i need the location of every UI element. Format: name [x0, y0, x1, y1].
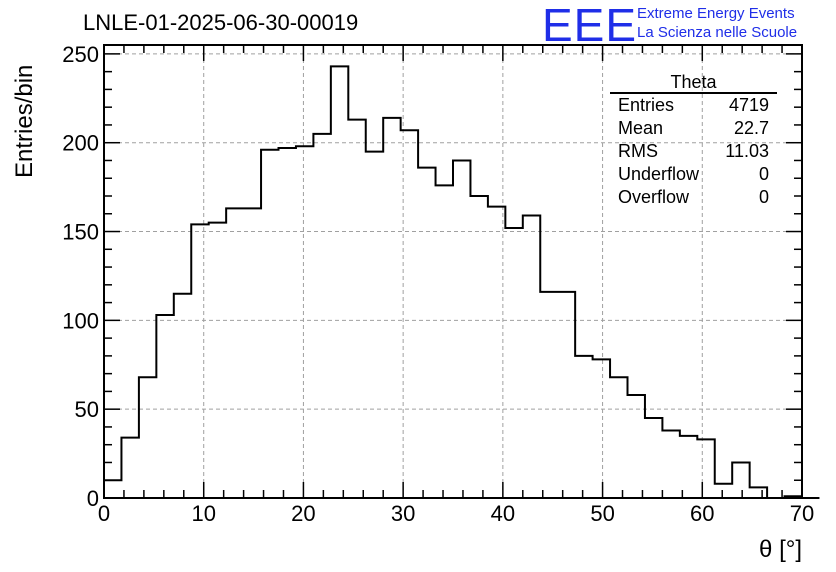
plot-frame	[103, 44, 803, 499]
stats-value: 0	[758, 164, 769, 184]
x-tick-label: 30	[391, 501, 415, 526]
stats-label: Overflow	[618, 187, 690, 207]
stats-title: Theta	[610, 72, 777, 94]
stats-row-mean: Mean 22.7	[610, 117, 777, 140]
stats-row-underflow: Underflow 0	[610, 163, 777, 186]
grid-lines	[104, 45, 802, 498]
histogram-series	[104, 65, 820, 499]
stats-value: 4719	[728, 95, 769, 115]
x-axis-label: θ [°]	[759, 536, 802, 563]
eee-logo: EEE	[542, 0, 638, 51]
x-tick-label: 70	[790, 501, 814, 526]
stats-value: 22.7	[733, 118, 769, 138]
stats-value: 11.03	[725, 141, 769, 161]
stats-label: Underflow	[618, 164, 700, 184]
stats-label: Mean	[618, 118, 664, 138]
logo-line-2: La Scienza nelle Scuole	[637, 24, 798, 41]
chart-title: LNLE-01-2025-06-30-00019	[83, 10, 359, 35]
stats-value: 0	[758, 187, 769, 207]
y-tick-labels: 0 50 100 150 200 250	[62, 42, 99, 511]
stats-label: RMS	[618, 141, 658, 161]
y-tick-label: 0	[87, 486, 99, 511]
x-tick-label: 20	[291, 501, 315, 526]
stats-row-entries: Entries 4719	[610, 94, 777, 117]
x-tick-label: 50	[590, 501, 614, 526]
axis-ticks	[103, 45, 803, 499]
y-tick-label: 250	[62, 42, 99, 67]
y-tick-label: 100	[62, 308, 99, 333]
y-axis-label: Entries/bin	[11, 65, 38, 178]
x-tick-label: 0	[98, 501, 110, 526]
y-tick-label: 200	[62, 131, 99, 156]
stats-label: Entries	[618, 95, 675, 115]
x-tick-labels: 0 10 20 30 40 50 60 70	[98, 501, 814, 526]
stats-row-rms: RMS 11.03	[610, 140, 777, 163]
y-tick-label: 50	[75, 397, 99, 422]
stats-box: Theta Entries 4719 Mean 22.7 RMS 11.03 U…	[610, 72, 777, 209]
stats-row-overflow: Overflow 0	[610, 186, 777, 209]
x-tick-label: 40	[491, 501, 515, 526]
logo-line-1: Extreme Energy Events	[637, 5, 795, 22]
x-tick-label: 10	[191, 501, 215, 526]
eee-logo-text: Extreme Energy Events La Scienza nelle S…	[637, 4, 797, 42]
y-tick-label: 150	[62, 220, 99, 245]
x-tick-label: 60	[690, 501, 714, 526]
